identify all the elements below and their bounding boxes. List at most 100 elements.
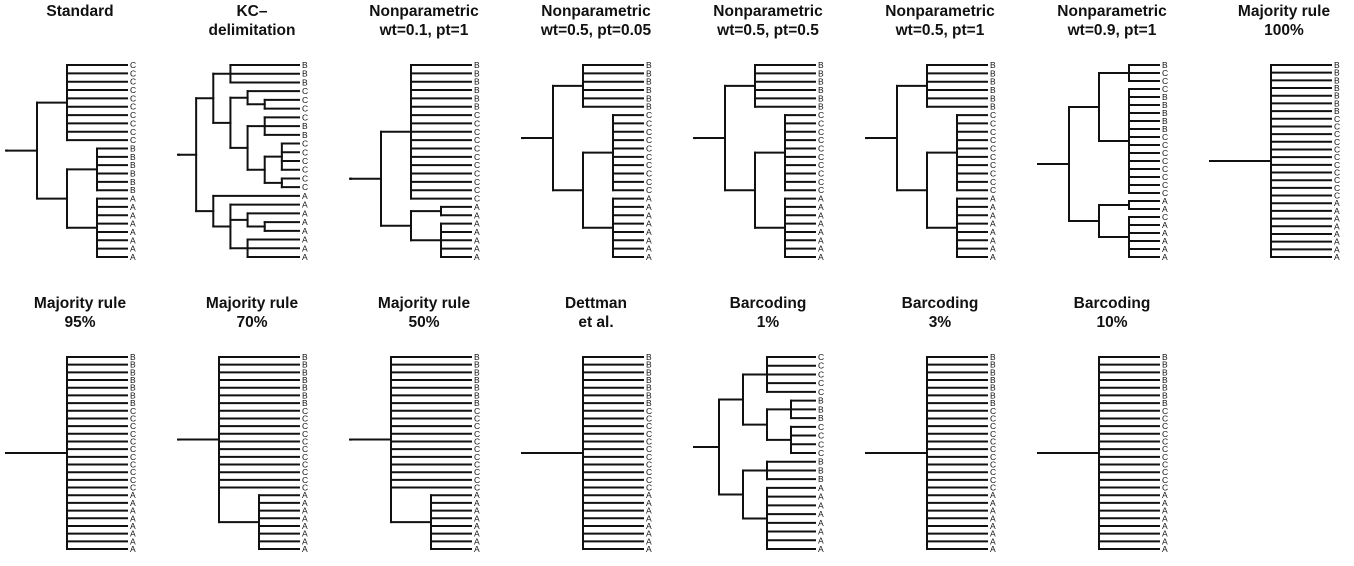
tip-label: A [818, 527, 824, 537]
tip-label: A [1162, 244, 1168, 254]
tip-label: B [646, 367, 652, 377]
tip-label: B [474, 352, 480, 362]
tip-label: C [990, 406, 996, 416]
tip-label: A [646, 194, 652, 204]
tip-label: A [130, 498, 136, 508]
tip-label: B [302, 383, 308, 393]
tip-label: B [474, 60, 480, 70]
tip-label: B [990, 352, 996, 362]
panel-title: Barcoding 10% [1073, 295, 1151, 331]
tip-label: C [1162, 212, 1168, 222]
tip-label: C [474, 135, 480, 145]
tip-label: A [130, 513, 136, 523]
tip-label: A [302, 513, 308, 523]
tip-label: C [302, 413, 308, 423]
tip-label: A [1162, 252, 1168, 262]
tip-label: C [474, 483, 480, 493]
tip-label: A [1334, 206, 1340, 216]
tip-label: A [1162, 228, 1168, 238]
tip-label: A [1334, 198, 1340, 208]
panel-title: Majority rule 70% [205, 295, 299, 331]
tip-label: C [1334, 175, 1340, 185]
tip-label: C [130, 483, 136, 493]
tip-label: B [474, 102, 480, 112]
tip-label: B [130, 375, 136, 385]
tip-label: C [1334, 137, 1340, 147]
tip-label: A [302, 208, 308, 218]
tip-label: C [990, 135, 996, 145]
tip-label: B [130, 390, 136, 400]
tip-label: B [646, 390, 652, 400]
tip-label: C [1162, 467, 1168, 477]
tip-label: B [302, 60, 308, 70]
tip-label: B [1162, 398, 1168, 408]
tip-label: B [818, 413, 824, 423]
tip-label: C [990, 421, 996, 431]
tip-label: C [302, 139, 308, 149]
tip-label: C [130, 429, 136, 439]
tip-label: B [818, 77, 824, 87]
tip-label: A [818, 252, 824, 262]
tip-label: A [646, 210, 652, 220]
tip-label: C [1334, 144, 1340, 154]
tip-label: B [990, 77, 996, 87]
tip-label: A [990, 235, 996, 245]
tip-label: C [646, 467, 652, 477]
tip-label: A [474, 544, 480, 554]
tip-label: C [1162, 84, 1168, 94]
tip-label: C [474, 452, 480, 462]
tip-label: C [130, 413, 136, 423]
tip-label: C [1162, 172, 1168, 182]
tip-label: C [646, 421, 652, 431]
tip-label: C [130, 406, 136, 416]
tip-label: A [646, 235, 652, 245]
tip-label: C [1162, 421, 1168, 431]
tip-label: A [130, 235, 136, 245]
tip-label: A [1162, 196, 1168, 206]
tip-label: B [1334, 91, 1340, 101]
tip-label: C [990, 118, 996, 128]
tip-label: C [646, 436, 652, 446]
tip-label: C [818, 378, 824, 388]
tip-label: C [1162, 444, 1168, 454]
tip-label: C [130, 467, 136, 477]
tip-label: C [990, 429, 996, 439]
tip-label: A [646, 521, 652, 531]
tip-label: A [646, 529, 652, 539]
tip-label: C [646, 429, 652, 439]
tip-label: C [818, 127, 824, 137]
tip-label: B [646, 375, 652, 385]
tip-label: A [474, 210, 480, 220]
tip-label: B [130, 169, 136, 179]
tip-label: C [1162, 483, 1168, 493]
tip-label: C [818, 169, 824, 179]
tip-label: C [1162, 406, 1168, 416]
tip-label: A [646, 252, 652, 262]
tip-label: B [646, 77, 652, 87]
tip-label: A [1162, 220, 1168, 230]
tip-label: A [302, 200, 308, 210]
tip-label: A [474, 498, 480, 508]
tip-label: B [302, 352, 308, 362]
tip-label: C [990, 177, 996, 187]
tip-label: C [130, 475, 136, 485]
panel-title: Majority rule 95% [33, 295, 127, 331]
tip-label: A [1334, 237, 1340, 247]
tip-label: C [646, 185, 652, 195]
tip-label: A [1162, 529, 1168, 539]
tip-label: C [302, 156, 308, 166]
tip-label: B [302, 69, 308, 79]
tip-label: A [818, 535, 824, 545]
tip-label: B [130, 160, 136, 170]
tip-label: C [474, 143, 480, 153]
tip-label: A [302, 490, 308, 500]
tip-label: B [130, 352, 136, 362]
tip-label: B [1162, 100, 1168, 110]
tip-label: B [646, 383, 652, 393]
tip-label: B [990, 398, 996, 408]
